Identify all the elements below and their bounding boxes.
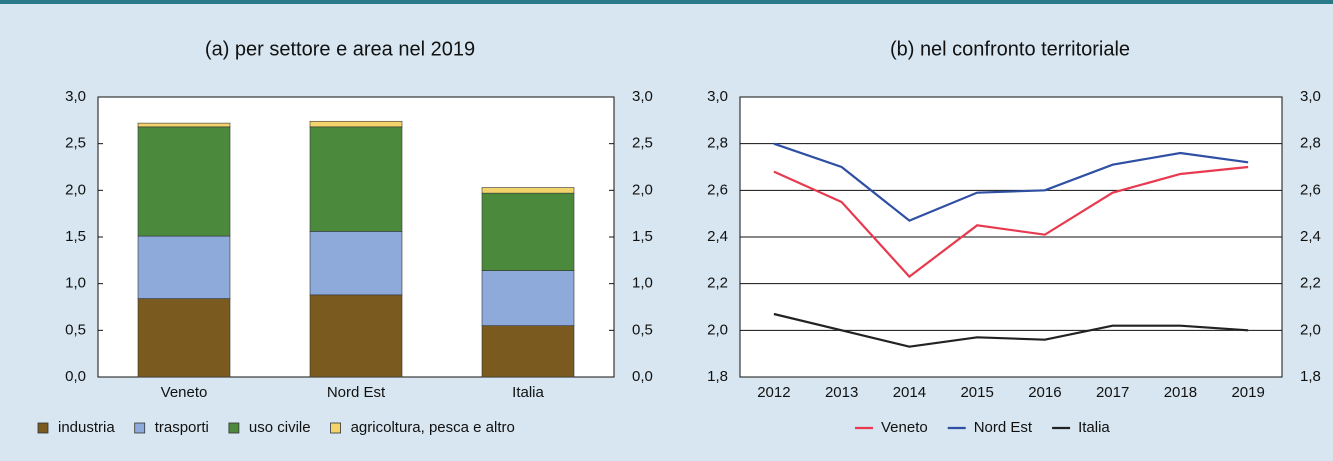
bar-segment [309,231,403,296]
y-tick-label: 2,5 [65,135,86,152]
y-tick-label: 2,6 [707,181,728,198]
x-tick-label: Italia [512,384,544,401]
x-tick-label: 2013 [825,384,858,401]
y2-tick-label: 0,5 [632,321,653,338]
x-tick-label: 2017 [1096,384,1129,401]
bar-segment [137,126,231,237]
line-series [773,312,1249,348]
legend-label: Nord Est [974,419,1033,436]
bar-segment [309,294,403,378]
x-tick-label: Nord Est [327,384,386,401]
bar-segment [309,120,403,128]
legend-swatch [330,422,341,434]
y-tick-label: 2,4 [707,228,728,245]
x-tick-label: Veneto [161,384,208,401]
y2-tick-label: 1,5 [632,228,653,245]
y2-tick-label: 2,2 [1300,275,1321,292]
y-tick-label: 2,8 [707,135,728,152]
y-tick-label: 2,0 [65,181,86,198]
x-tick-label: 2015 [960,384,993,401]
y-tick-label: 0,0 [65,368,86,385]
y2-tick-label: 2,4 [1300,228,1321,245]
bar-segment [137,122,231,128]
legend-label: agricoltura, pesca e altro [351,419,515,436]
line-series [773,165,1249,279]
bar-segment [137,298,231,378]
x-tick-label: 2016 [1028,384,1061,401]
y-tick-label: 2,2 [707,275,728,292]
legend-label: Veneto [881,419,928,436]
y-tick-label: 1,8 [707,368,728,385]
x-tick-label: 2012 [757,384,790,401]
x-tick-label: 2019 [1231,384,1264,401]
bar-segment [481,192,575,271]
chart-title: (b) nel confronto territoriale [890,38,1130,60]
y2-tick-label: 2,0 [1300,321,1321,338]
legend-label: trasporti [155,419,209,436]
y-tick-label: 0,5 [65,321,86,338]
y2-tick-label: 1,0 [632,275,653,292]
y2-tick-label: 0,0 [632,368,653,385]
legend-swatch [228,422,240,434]
y-tick-label: 1,5 [65,228,86,245]
y2-tick-label: 2,5 [632,135,653,152]
legend-swatch [37,422,49,434]
bar-segment [137,235,231,299]
y2-tick-label: 2,6 [1300,181,1321,198]
y-tick-label: 1,0 [65,275,86,292]
x-tick-label: 2014 [893,384,926,401]
legend-swatch [134,422,146,434]
y-tick-label: 2,0 [707,321,728,338]
y2-tick-label: 1,8 [1300,368,1321,385]
legend-label: industria [58,419,115,436]
x-tick-label: 2018 [1164,384,1197,401]
legend-label: uso civile [249,419,311,436]
legend-label: Italia [1078,419,1110,436]
y-tick-label: 3,0 [707,88,728,105]
bar-segment [481,270,575,326]
chart-title: (a) per settore e area nel 2019 [205,38,475,60]
bar-segment [481,187,575,194]
top-border [0,0,1333,4]
line-series [773,142,1249,222]
y2-tick-label: 3,0 [632,88,653,105]
bar-segment [481,325,575,378]
bar-segment [309,126,403,232]
y2-tick-label: 3,0 [1300,88,1321,105]
y2-tick-label: 2,8 [1300,135,1321,152]
y2-tick-label: 2,0 [632,181,653,198]
y-tick-label: 3,0 [65,88,86,105]
